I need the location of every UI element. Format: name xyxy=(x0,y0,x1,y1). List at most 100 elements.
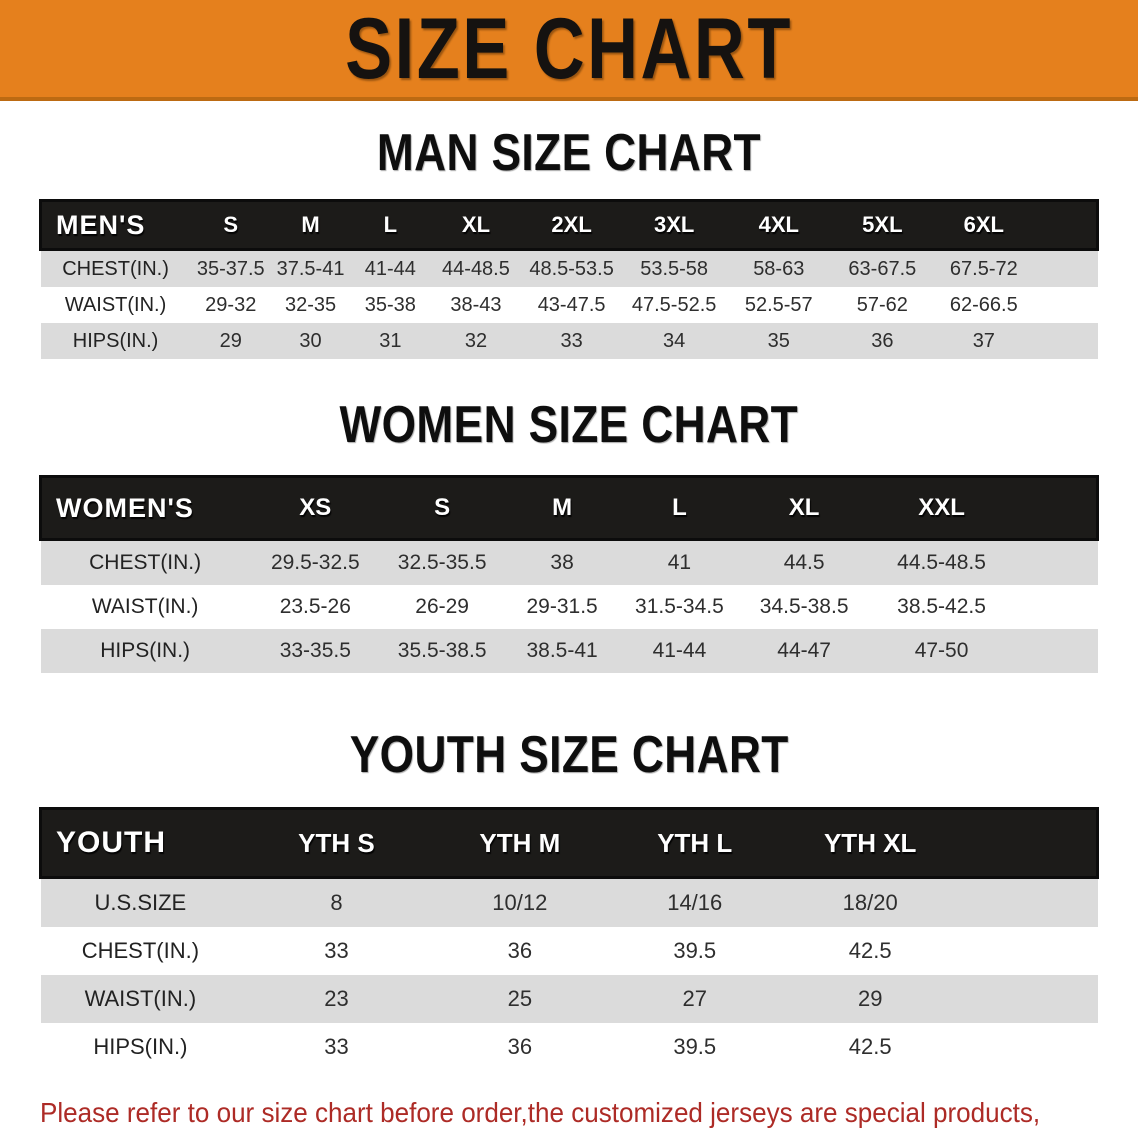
row-label: HIPS(IN.) xyxy=(40,1023,241,1071)
youth-hips-row: HIPS(IN.) 33 36 39.5 42.5 xyxy=(40,1023,1098,1071)
disclaimer-text: Please refer to our size chart before or… xyxy=(40,1089,1138,1132)
men-col-header: 6XL xyxy=(933,199,1035,251)
size-value-cell: 23.5-26 xyxy=(249,585,381,629)
men-col-header: M xyxy=(270,199,351,251)
women-col-header: S xyxy=(380,475,504,541)
filler-cell xyxy=(1034,323,1098,359)
men-col-header: 4XL xyxy=(726,199,832,251)
size-value-cell: 30 xyxy=(270,323,351,359)
women-heading-text: WOMEN SIZE CHART xyxy=(339,396,799,454)
men-col-header: 5XL xyxy=(831,199,934,251)
size-value-cell: 14/16 xyxy=(607,877,783,927)
disclaimer-line1: Please refer to our size chart before or… xyxy=(40,1097,1041,1128)
banner-title: SIZE CHART xyxy=(345,0,793,97)
row-label: CHEST(IN.) xyxy=(40,249,191,287)
size-value-cell: 38.5-41 xyxy=(503,629,621,673)
size-value-cell: 41-44 xyxy=(350,249,431,287)
size-value-cell: 67.5-72 xyxy=(933,249,1035,287)
size-value-cell: 44.5-48.5 xyxy=(870,539,1013,585)
size-value-cell: 33-35.5 xyxy=(249,629,381,673)
men-hips-row: HIPS(IN.) 29 30 31 32 33 34 35 36 37 xyxy=(40,323,1098,359)
filler-cell xyxy=(957,877,1098,927)
men-waist-row: WAIST(IN.) 29-32 32-35 35-38 38-43 43-47… xyxy=(40,287,1098,323)
youth-header-row: YOUTH YTH S YTH M YTH L YTH XL xyxy=(39,807,1099,879)
size-value-cell: 35-37.5 xyxy=(190,249,271,287)
men-header-row: MEN'S S M L XL 2XL 3XL 4XL 5XL 6XL xyxy=(38,199,1100,251)
row-label: U.S.SIZE xyxy=(40,877,241,927)
filler-cell xyxy=(1034,199,1100,251)
men-col-header: 3XL xyxy=(621,199,727,251)
size-value-cell: 39.5 xyxy=(607,1023,783,1071)
youth-col-header: YTH S xyxy=(240,807,433,879)
size-value-cell: 35.5-38.5 xyxy=(380,629,504,673)
size-value-cell: 36 xyxy=(831,323,934,359)
filler-cell xyxy=(957,975,1098,1023)
size-value-cell: 32.5-35.5 xyxy=(380,539,504,585)
size-value-cell: 29-31.5 xyxy=(503,585,621,629)
size-value-cell: 29 xyxy=(782,975,958,1023)
size-value-cell: 44-47 xyxy=(738,629,871,673)
men-col-header: S xyxy=(190,199,271,251)
youth-col-header: YTH XL xyxy=(782,807,958,879)
size-value-cell: 38 xyxy=(503,539,621,585)
filler-cell xyxy=(1012,585,1098,629)
size-value-cell: 8 xyxy=(240,877,433,927)
size-value-cell: 35-38 xyxy=(350,287,431,323)
youth-chest-row: CHEST(IN.) 33 36 39.5 42.5 xyxy=(40,927,1098,975)
row-label: WAIST(IN.) xyxy=(40,287,191,323)
size-value-cell: 43-47.5 xyxy=(521,287,622,323)
filler-cell xyxy=(1012,629,1098,673)
size-value-cell: 38.5-42.5 xyxy=(870,585,1013,629)
youth-waist-row: WAIST(IN.) 23 25 27 29 xyxy=(40,975,1098,1023)
size-value-cell: 38-43 xyxy=(430,287,522,323)
filler-cell xyxy=(1034,287,1098,323)
size-value-cell: 18/20 xyxy=(782,877,958,927)
size-value-cell: 37.5-41 xyxy=(270,249,351,287)
men-col-header: XL xyxy=(430,199,522,251)
size-value-cell: 34.5-38.5 xyxy=(738,585,871,629)
row-label: HIPS(IN.) xyxy=(40,629,250,673)
size-value-cell: 33 xyxy=(521,323,622,359)
size-value-cell: 36 xyxy=(432,1023,608,1071)
size-value-cell: 36 xyxy=(432,927,608,975)
filler-cell xyxy=(1012,475,1099,541)
women-size-table: WOMEN'S XS S M L XL XXL CHEST(IN.) 29.5-… xyxy=(38,475,1099,673)
row-label: WAIST(IN.) xyxy=(40,975,241,1023)
size-value-cell: 44-48.5 xyxy=(430,249,522,287)
women-col-header: L xyxy=(620,475,739,541)
size-value-cell: 63-67.5 xyxy=(831,249,934,287)
size-value-cell: 41 xyxy=(620,539,739,585)
men-section-heading: MAN SIZE CHART xyxy=(0,127,1138,179)
size-value-cell: 44.5 xyxy=(738,539,871,585)
size-value-cell: 37 xyxy=(933,323,1035,359)
men-col-header: L xyxy=(350,199,431,251)
youth-section-heading: YOUTH SIZE CHART xyxy=(0,729,1138,781)
men-heading-text: MAN SIZE CHART xyxy=(376,124,762,182)
size-value-cell: 57-62 xyxy=(831,287,934,323)
size-value-cell: 31 xyxy=(350,323,431,359)
youth-size-table: YOUTH YTH S YTH M YTH L YTH XL U.S.SIZE … xyxy=(39,807,1099,1071)
size-value-cell: 29 xyxy=(190,323,271,359)
filler-cell xyxy=(1012,539,1098,585)
filler-cell xyxy=(957,1023,1098,1071)
women-col-header: XS xyxy=(249,475,381,541)
women-col-header: XL xyxy=(738,475,871,541)
men-chest-row: CHEST(IN.) 35-37.5 37.5-41 41-44 44-48.5… xyxy=(40,249,1098,287)
size-value-cell: 52.5-57 xyxy=(726,287,832,323)
women-col-header: XXL xyxy=(870,475,1013,541)
size-value-cell: 32-35 xyxy=(270,287,351,323)
women-col-header: M xyxy=(503,475,621,541)
size-value-cell: 26-29 xyxy=(380,585,504,629)
size-value-cell: 33 xyxy=(240,927,433,975)
women-hips-row: HIPS(IN.) 33-35.5 35.5-38.5 38.5-41 41-4… xyxy=(40,629,1098,673)
size-value-cell: 29-32 xyxy=(190,287,271,323)
filler-cell xyxy=(957,807,1099,879)
size-value-cell: 42.5 xyxy=(782,1023,958,1071)
women-section-heading: WOMEN SIZE CHART xyxy=(0,399,1138,451)
men-corner-label: MEN'S xyxy=(38,199,191,251)
row-label: WAIST(IN.) xyxy=(40,585,250,629)
youth-col-header: YTH L xyxy=(607,807,783,879)
size-value-cell: 39.5 xyxy=(607,927,783,975)
row-label: CHEST(IN.) xyxy=(40,539,250,585)
